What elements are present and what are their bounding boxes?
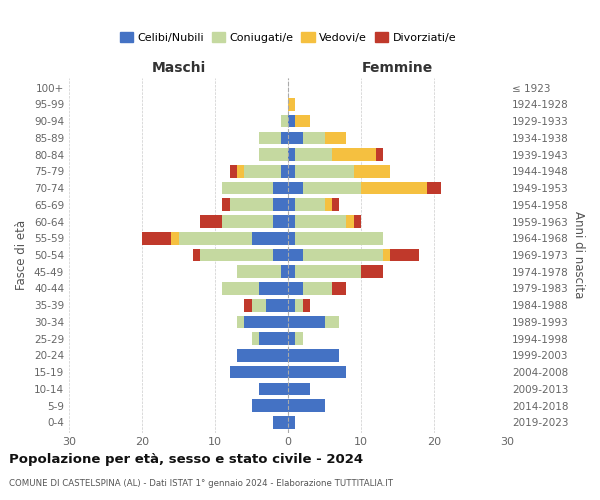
Bar	[281, 115, 288, 128]
Bar	[251, 400, 288, 412]
Bar	[295, 266, 361, 278]
Bar	[259, 282, 288, 295]
Bar	[259, 332, 288, 345]
Bar	[281, 165, 288, 177]
Bar	[288, 282, 302, 295]
Bar	[295, 165, 354, 177]
Bar	[325, 316, 339, 328]
Bar	[288, 148, 295, 161]
Bar	[332, 148, 376, 161]
Bar	[295, 148, 332, 161]
Bar	[295, 299, 302, 312]
Bar	[237, 316, 244, 328]
Bar	[259, 382, 288, 395]
Bar	[302, 282, 332, 295]
Bar	[288, 382, 310, 395]
Bar	[332, 282, 346, 295]
Bar	[288, 132, 302, 144]
Bar	[288, 366, 346, 378]
Bar	[376, 148, 383, 161]
Bar	[274, 248, 288, 262]
Bar	[288, 198, 295, 211]
Bar	[288, 165, 295, 177]
Bar	[354, 215, 361, 228]
Bar	[346, 215, 354, 228]
Bar	[230, 198, 274, 211]
Bar	[288, 349, 339, 362]
Bar	[222, 198, 230, 211]
Text: Maschi: Maschi	[151, 61, 206, 75]
Text: COMUNE DI CASTELSPINA (AL) - Dati ISTAT 1° gennaio 2024 - Elaborazione TUTTITALI: COMUNE DI CASTELSPINA (AL) - Dati ISTAT …	[9, 479, 393, 488]
Bar	[200, 248, 274, 262]
Bar	[237, 349, 288, 362]
Bar	[230, 366, 288, 378]
Bar	[266, 299, 288, 312]
Bar	[223, 282, 259, 295]
Y-axis label: Fasce di età: Fasce di età	[16, 220, 28, 290]
Bar	[361, 266, 383, 278]
Bar	[222, 182, 274, 194]
Bar	[251, 332, 259, 345]
Bar	[295, 198, 325, 211]
Bar	[288, 316, 325, 328]
Bar	[325, 132, 346, 144]
Bar	[302, 248, 383, 262]
Bar	[383, 248, 390, 262]
Bar	[325, 198, 332, 211]
Bar	[244, 316, 288, 328]
Bar	[288, 266, 295, 278]
Bar	[251, 232, 288, 244]
Bar	[295, 332, 302, 345]
Bar	[222, 215, 274, 228]
Bar	[274, 416, 288, 428]
Bar	[288, 248, 302, 262]
Bar	[237, 266, 281, 278]
Text: Popolazione per età, sesso e stato civile - 2024: Popolazione per età, sesso e stato civil…	[9, 452, 363, 466]
Bar	[302, 299, 310, 312]
Bar	[259, 132, 281, 144]
Bar	[288, 332, 295, 345]
Bar	[193, 248, 200, 262]
Bar	[288, 98, 295, 110]
Bar	[427, 182, 442, 194]
Bar	[259, 148, 288, 161]
Bar	[295, 232, 383, 244]
Bar	[281, 132, 288, 144]
Bar	[142, 232, 171, 244]
Bar	[288, 182, 302, 194]
Bar	[288, 299, 295, 312]
Bar	[332, 198, 339, 211]
Bar	[354, 165, 390, 177]
Bar	[274, 215, 288, 228]
Bar	[288, 215, 295, 228]
Bar	[302, 132, 325, 144]
Bar	[281, 266, 288, 278]
Bar	[179, 232, 251, 244]
Bar	[274, 182, 288, 194]
Bar	[230, 165, 237, 177]
Bar	[288, 115, 295, 128]
Y-axis label: Anni di nascita: Anni di nascita	[572, 212, 585, 298]
Bar	[295, 215, 346, 228]
Legend: Celibi/Nubili, Coniugati/e, Vedovi/e, Divorziati/e: Celibi/Nubili, Coniugati/e, Vedovi/e, Di…	[115, 28, 461, 48]
Bar	[288, 400, 325, 412]
Bar	[302, 182, 361, 194]
Bar	[200, 215, 223, 228]
Bar	[251, 299, 266, 312]
Bar	[237, 165, 244, 177]
Bar	[288, 232, 295, 244]
Bar	[244, 165, 281, 177]
Bar	[274, 198, 288, 211]
Bar	[171, 232, 179, 244]
Bar	[288, 416, 295, 428]
Text: Femmine: Femmine	[362, 61, 433, 75]
Bar	[361, 182, 427, 194]
Bar	[390, 248, 419, 262]
Bar	[295, 115, 310, 128]
Bar	[244, 299, 251, 312]
